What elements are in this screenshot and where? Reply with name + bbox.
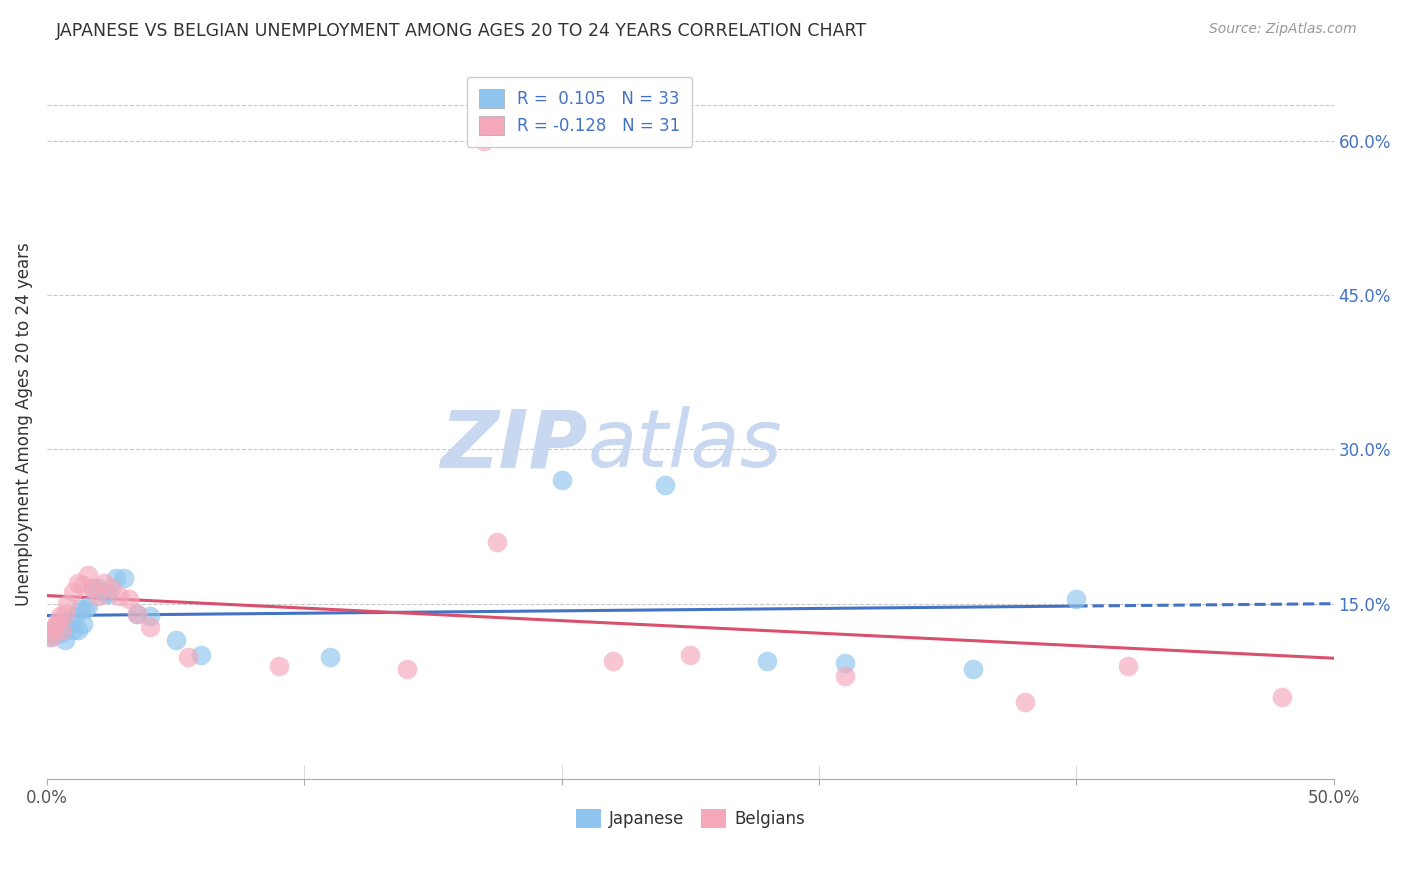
Point [62,623,84,637]
Point [93,586,115,600]
Point [834,656,856,670]
Point [56,619,79,633]
Point [486,535,509,549]
Point [63,609,86,624]
Point [38,625,60,640]
Point [756,653,779,667]
Point [139,619,162,633]
Point [100,582,122,596]
Point [177,650,200,665]
Point [165,632,187,647]
Point [139,609,162,624]
Point [46,619,69,633]
Point [38,630,60,644]
Point [125,607,148,622]
Text: JAPANESE VS BELGIAN UNEMPLOYMENT AMONG AGES 20 TO 24 YEARS CORRELATION CHART: JAPANESE VS BELGIAN UNEMPLOYMENT AMONG A… [56,22,868,40]
Point [112,571,135,585]
Point [396,662,419,676]
Point [1014,695,1036,709]
Point [1116,658,1139,673]
Point [474,134,496,148]
Point [97,586,120,600]
Point [49,617,72,632]
Point [190,648,212,663]
Point [72,578,94,592]
Point [319,650,342,665]
Point [77,568,100,582]
Point [82,582,104,596]
Point [77,599,100,613]
Point [41,623,63,637]
Point [1064,591,1087,606]
Text: atlas: atlas [588,406,782,484]
Point [962,662,984,676]
Point [834,669,856,683]
Point [44,628,66,642]
Point [654,478,676,492]
Point [59,615,82,630]
Point [66,623,89,637]
Point [105,571,128,585]
Point [44,619,66,633]
Point [82,582,104,596]
Point [679,648,702,663]
Point [53,607,76,622]
Point [41,630,63,644]
Text: Source: ZipAtlas.com: Source: ZipAtlas.com [1209,22,1357,37]
Point [118,591,141,606]
Point [49,609,72,624]
Text: ZIP: ZIP [440,406,588,484]
Point [66,576,89,591]
Point [69,602,91,616]
Point [72,617,94,632]
Point [75,602,97,616]
Point [267,658,290,673]
Point [602,653,624,667]
Point [550,474,572,488]
Point [87,589,110,603]
Point [46,615,69,630]
Point [87,582,110,596]
Point [1271,690,1294,704]
Point [62,584,84,599]
Legend: Japanese, Belgians: Japanese, Belgians [569,802,811,835]
Point [53,632,76,647]
Point [125,607,148,622]
Point [51,623,73,637]
Y-axis label: Unemployment Among Ages 20 to 24 years: Unemployment Among Ages 20 to 24 years [15,242,32,606]
Point [51,625,73,640]
Point [108,589,131,603]
Point [56,597,79,611]
Point [93,576,115,591]
